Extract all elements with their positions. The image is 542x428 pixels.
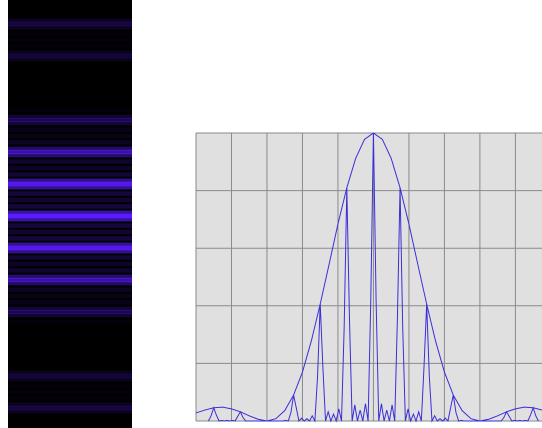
fringe-band	[8, 114, 132, 119]
fringe-band	[8, 140, 132, 145]
fringe-band	[8, 409, 132, 414]
fringe-band	[8, 293, 132, 299]
fringe-band	[8, 31, 132, 36]
fringe-band	[8, 309, 132, 315]
fringe-band	[8, 146, 132, 151]
fringe-band	[8, 277, 132, 283]
fringe-band	[8, 21, 132, 27]
fringe-band	[8, 53, 132, 59]
fringe-band	[8, 313, 132, 318]
fringe-band	[8, 18, 132, 23]
fringe-band	[8, 133, 132, 139]
fringe-band	[8, 255, 132, 260]
fringe-band	[8, 274, 132, 279]
fringe-band	[8, 159, 132, 164]
fringe-band	[8, 300, 132, 305]
fringe-band	[8, 319, 132, 324]
fringe-band	[8, 57, 132, 62]
fringe-band	[8, 249, 132, 254]
fringe-band	[8, 108, 132, 113]
fringe-band	[8, 396, 132, 401]
fringe-band	[8, 405, 132, 411]
fringe-band	[8, 37, 132, 43]
fringe-band	[8, 172, 132, 177]
fringe-band	[8, 236, 132, 241]
fringe-band	[8, 261, 132, 267]
fringe-band	[8, 383, 132, 388]
fringe-band	[8, 44, 132, 49]
fringe-band	[8, 389, 132, 395]
fringe-band	[8, 213, 132, 219]
fringe-band	[8, 178, 132, 183]
curves	[195, 132, 542, 423]
fringe-band	[8, 191, 132, 196]
fringe-band	[8, 402, 132, 407]
fringe-band	[8, 165, 132, 171]
fringe-band	[8, 229, 132, 235]
fringe-band	[8, 245, 132, 251]
fringe-band	[8, 50, 132, 55]
fringe-band	[8, 223, 132, 228]
fringe-band	[8, 149, 132, 155]
fringe-band	[8, 153, 132, 158]
fringe-band	[8, 181, 132, 187]
fringe-band	[8, 281, 132, 286]
fringe-band	[8, 127, 132, 132]
fringe-band	[8, 210, 132, 215]
fringe-band	[8, 306, 132, 311]
fringe-band	[8, 370, 132, 375]
fringe-band	[8, 377, 132, 382]
fringe-band	[8, 373, 132, 379]
fringe-band	[8, 117, 132, 123]
fringe-band	[8, 287, 132, 292]
fringe-band	[8, 25, 132, 30]
fringe-bands	[8, 18, 132, 414]
fringe-band	[8, 217, 132, 222]
intensity-curve	[195, 132, 542, 422]
fringe-band	[8, 185, 132, 190]
fringe-band	[8, 197, 132, 203]
fringe-band	[8, 204, 132, 209]
fringe-band	[8, 242, 132, 247]
fringe-band	[8, 121, 132, 126]
fringe-band	[8, 268, 132, 273]
